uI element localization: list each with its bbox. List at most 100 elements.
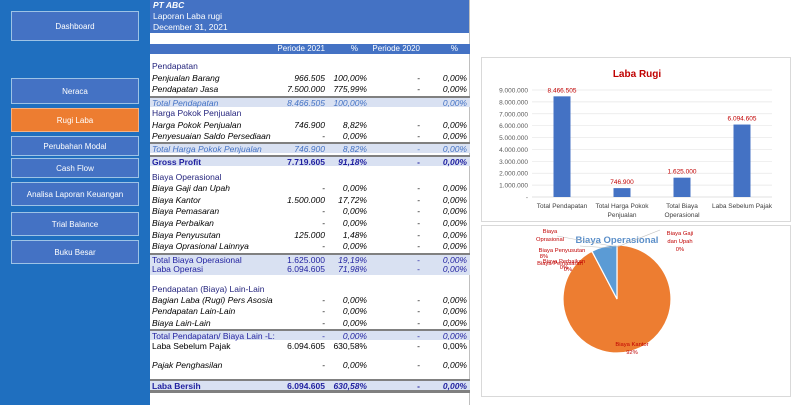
value-2021: - bbox=[322, 218, 325, 228]
row-label: Laba Sebelum Pajak bbox=[152, 341, 231, 351]
chart-title: Laba Rugi bbox=[613, 69, 662, 80]
leader-line bbox=[579, 245, 613, 249]
pct-2020: 0,00% bbox=[442, 230, 467, 240]
value-2021: 7.500.000 bbox=[287, 84, 325, 94]
chart-title: Biaya Operasional bbox=[576, 235, 659, 246]
section-header: Pendapatan bbox=[150, 61, 470, 72]
row-label: Laba Operasi bbox=[152, 264, 204, 274]
value-2021: - bbox=[322, 306, 325, 316]
pct-2020: 0,00% bbox=[442, 144, 467, 154]
data-label: 746.900 bbox=[610, 179, 634, 186]
value-2021: 6.094.605 bbox=[287, 381, 325, 391]
pct-2020: 0,00% bbox=[442, 331, 467, 341]
pct-2021: 0,00% bbox=[342, 131, 367, 141]
col-period-2021: Periode 2021 bbox=[277, 44, 325, 53]
pct-2021: 91,18% bbox=[338, 157, 367, 167]
value-2021: - bbox=[322, 331, 325, 341]
sidebar: Dashboard Neraca Rugi Laba Perubahan Modal C… bbox=[0, 0, 150, 405]
nav-button-trial-balance[interactable]: Trial Balance bbox=[11, 212, 139, 236]
table-row: Pendapatan Lain-Lain - 0,00% - 0,00% bbox=[150, 306, 470, 317]
pct-2020: 0,00% bbox=[442, 131, 467, 141]
y-tick-label: 5.000.000 bbox=[499, 135, 528, 142]
section-header: Biaya Operasional bbox=[150, 172, 470, 183]
pct-2020: 0,00% bbox=[442, 241, 467, 251]
value-2021: - bbox=[322, 183, 325, 193]
value-2021: 966.505 bbox=[294, 73, 325, 83]
pct-2021: 17,72% bbox=[338, 195, 367, 205]
pct-2021: 0,00% bbox=[342, 360, 367, 370]
row-label: Pendapatan Lain-Lain bbox=[152, 306, 236, 316]
value-2021: - bbox=[322, 318, 325, 328]
value-2020: - bbox=[417, 341, 420, 351]
table-row: Laba Operasi 6.094.605 71,98% - 0,00% bbox=[150, 264, 470, 275]
pct-2020: 0,00% bbox=[442, 295, 467, 305]
pct-2021: 0,00% bbox=[342, 218, 367, 228]
table-row: Biaya Gaji dan Upah - 0,00% - 0,00% bbox=[150, 183, 470, 194]
table-row: Biaya Oprasional Lainnya - 0,00% - 0,00% bbox=[150, 241, 470, 252]
pie-slice-biaya-penyusutan bbox=[591, 244, 618, 300]
pct-2020: 0,00% bbox=[442, 264, 467, 274]
table-row: Total Harga Pokok Penjualan 746.900 8,82% -… bbox=[150, 142, 470, 154]
y-tick-label: 3.000.000 bbox=[499, 159, 528, 166]
nav-button-buku-besar[interactable]: Buku Besar bbox=[11, 240, 139, 264]
report-title: Laporan Laba rugi bbox=[150, 11, 469, 22]
nav-button-perubahan-modal[interactable]: Perubahan Modal bbox=[11, 136, 139, 156]
row-label: Bagian Laba (Rugi) Pers Asosia bbox=[152, 295, 273, 305]
value-2021: 8.466.505 bbox=[287, 98, 325, 108]
pct-2021: 0,00% bbox=[342, 206, 367, 216]
row-label: Penyesuaian Saldo Persediaan bbox=[152, 131, 271, 141]
col-pct-2020: % bbox=[450, 44, 458, 53]
table-row: Biaya Lain-Lain - 0,00% - 0,00% bbox=[150, 318, 470, 329]
row-label: Gross Profit bbox=[152, 157, 202, 167]
row-label: Biaya Gaji dan Upah bbox=[152, 183, 230, 193]
x-category-label: Total Harga Pokok bbox=[595, 203, 649, 210]
table-row: Penjualan Barang 966.505 100,00% - 0,00% bbox=[150, 73, 470, 84]
nav-button-analisa-laporan-keuangan[interactable]: Analisa Laporan Keuangan bbox=[11, 182, 139, 206]
x-category-label: Laba Sebelum Pajak bbox=[712, 203, 773, 210]
row-label: Pendapatan bbox=[152, 61, 198, 71]
pct-2021: 8,82% bbox=[342, 120, 367, 130]
section-header: Harga Pokok Penjualan bbox=[150, 108, 470, 119]
table-row: Biaya Perbaikan - 0,00% - 0,00% bbox=[150, 218, 470, 229]
row-label: Total Pendapatan bbox=[152, 98, 219, 108]
data-label: 1.625.000 bbox=[668, 169, 697, 176]
pct-2021: 71,98% bbox=[338, 264, 367, 274]
value-2021: - bbox=[322, 131, 325, 141]
pct-2021: 0,00% bbox=[342, 241, 367, 251]
table-row: Biaya Penyusutan 125.000 1,48% - 0,00% bbox=[150, 230, 470, 241]
table-row: Pajak Penghasilan - 0,00% - 0,00% bbox=[150, 360, 470, 371]
y-tick-label: 7.000.000 bbox=[499, 111, 528, 118]
nav-button-cash-flow[interactable]: Cash Flow bbox=[11, 158, 139, 178]
y-tick-label: 2.000.000 bbox=[499, 171, 528, 178]
company-name: PT ABC bbox=[150, 0, 469, 11]
pie-label: Biaya Kantor bbox=[615, 342, 648, 348]
row-label: Total Biaya Operasional bbox=[152, 255, 242, 265]
pie-pct-label: 0% bbox=[676, 247, 684, 253]
value-2020: - bbox=[417, 255, 420, 265]
nav-button-rugi-laba[interactable]: Rugi Laba bbox=[11, 108, 139, 132]
row-label: Pendapatan Jasa bbox=[152, 84, 219, 94]
value-2020: - bbox=[417, 131, 420, 141]
y-tick-label: 6.000.000 bbox=[499, 123, 528, 130]
nav-button-neraca[interactable]: Neraca bbox=[11, 78, 139, 104]
data-label: 6.094.605 bbox=[728, 116, 757, 123]
value-2020: - bbox=[417, 331, 420, 341]
value-2021: 1.625.000 bbox=[287, 255, 325, 265]
report-date: December 31, 2021 bbox=[150, 22, 469, 33]
row-label: Biaya Oprasional Lainnya bbox=[152, 241, 249, 251]
pct-2020: 0,00% bbox=[442, 98, 467, 108]
table-row: Harga Pokok Penjualan 746.900 8,82% - 0,00% bbox=[150, 120, 470, 131]
pct-2021: 0,00% bbox=[342, 306, 367, 316]
table-row: Penyesuaian Saldo Persediaan - 0,00% - 0,00% bbox=[150, 131, 470, 142]
value-2020: - bbox=[417, 73, 420, 83]
charts-panel: Laba Rugi - 1.000.000 2.000.000 3.000.000 4.0… bbox=[471, 0, 800, 405]
value-2020: - bbox=[417, 218, 420, 228]
pct-2021: 8,82% bbox=[342, 144, 367, 154]
row-label: Pendapatan (Biaya) Lain-Lain bbox=[152, 284, 265, 294]
nav-button-dashboard[interactable]: Dashboard bbox=[11, 11, 139, 41]
row-label: Biaya Lain-Lain bbox=[152, 318, 211, 328]
value-2020: - bbox=[417, 206, 420, 216]
value-2021: - bbox=[322, 206, 325, 216]
x-category-label: Total Biaya bbox=[666, 203, 698, 210]
pie-label: Oprasional bbox=[536, 237, 564, 243]
